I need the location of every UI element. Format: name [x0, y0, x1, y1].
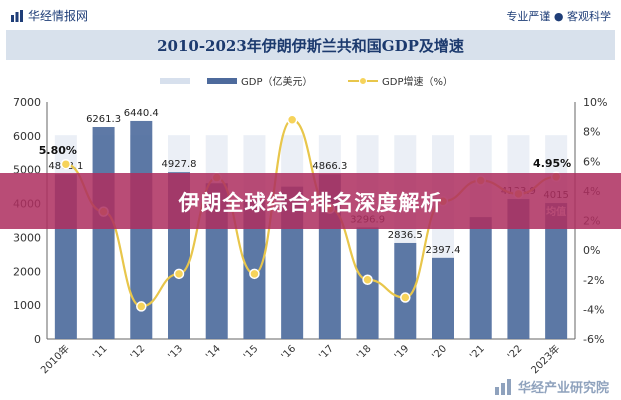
x-tick-label: '17	[317, 343, 336, 362]
legend-label-growth: GDP增速（%）	[382, 75, 453, 88]
y-tick-left: 7000	[13, 96, 41, 109]
y-tick-right: -2%	[583, 274, 604, 287]
y-tick-left: 6000	[13, 130, 41, 143]
footer-watermark: 华经产业研究院	[494, 377, 609, 396]
gdp-bar	[507, 199, 530, 339]
x-tick-label: '21	[468, 343, 487, 362]
gdp-bar	[432, 257, 454, 339]
y-tick-left: 2000	[13, 265, 41, 278]
growth-point	[249, 268, 260, 280]
x-tick-label: '18	[355, 343, 374, 362]
legend-swatch-light	[160, 78, 190, 84]
slogan: 专业严谨 ● 客观科学	[506, 10, 611, 23]
x-tick-label: '20	[430, 343, 449, 362]
growth-point	[400, 292, 411, 303]
growth-label: 4.95%	[533, 157, 571, 170]
x-tick-label: '13	[166, 343, 185, 362]
overlay-banner: 伊朗全球综合排名深度解析	[0, 173, 621, 229]
gdp-bar-label: 4866.3	[312, 161, 347, 172]
growth-point	[173, 268, 185, 280]
x-tick-label: '15	[242, 343, 261, 362]
brand: 华经情报网	[10, 7, 88, 24]
x-tick-label: 2010年	[38, 342, 72, 376]
x-tick-label: '14	[204, 343, 223, 362]
growth-label: 5.80%	[39, 144, 77, 157]
gdp-bar	[469, 217, 492, 339]
gdp-bar-label: 6261.3	[86, 114, 121, 125]
y-tick-left: 1000	[13, 299, 41, 312]
chart-title: 2010-2023年伊朗伊斯兰共和国GDP及增速	[157, 37, 464, 55]
footer-text: 华经产业研究院	[517, 381, 609, 396]
gdp-bar	[92, 127, 115, 339]
x-tick-label: '22	[506, 343, 525, 362]
growth-point	[286, 114, 298, 126]
x-tick-label: '12	[129, 343, 148, 362]
gdp-bar	[394, 242, 417, 339]
gdp-bar-label: 2397.4	[426, 245, 461, 256]
x-tick-label: 2023年	[528, 342, 562, 376]
y-tick-right: 10%	[583, 96, 607, 109]
title-bar: 2010-2023年伊朗伊斯兰共和国GDP及增速	[6, 30, 615, 60]
legend-swatch-gdp	[207, 78, 237, 84]
gdp-bar-label: 6440.4	[124, 108, 159, 119]
x-tick-label: '11	[91, 343, 110, 362]
chart: GDP（亿美元）GDP增速（%）010002000300040005000600…	[13, 75, 607, 376]
growth-point	[362, 274, 373, 285]
gdp-bar-label: 2836.5	[388, 230, 423, 241]
gdp-bar	[545, 203, 568, 339]
y-tick-right: 0%	[583, 244, 600, 257]
y-tick-right: -4%	[583, 303, 604, 316]
legend-label-gdp: GDP（亿美元）	[241, 75, 312, 88]
x-tick-label: '16	[280, 343, 299, 362]
growth-point	[60, 158, 72, 170]
top-bar: 华经情报网 专业严谨 ● 客观科学	[0, 0, 621, 30]
brand-name: 华经情报网	[28, 9, 89, 23]
gdp-bar-label: 4927.8	[162, 159, 197, 170]
brand-logo-icon	[11, 9, 23, 22]
y-tick-left: 0	[34, 333, 41, 346]
growth-point	[136, 301, 147, 312]
y-tick-right: 8%	[583, 126, 600, 139]
y-tick-left: 3000	[13, 231, 41, 244]
banner-text: 伊朗全球综合排名深度解析	[178, 191, 443, 215]
watermark-logo-icon	[494, 378, 511, 395]
legend-marker-growth	[359, 77, 367, 85]
x-tick-label: '19	[393, 343, 412, 362]
y-tick-right: 6%	[583, 155, 600, 168]
y-tick-right: -6%	[583, 333, 604, 346]
